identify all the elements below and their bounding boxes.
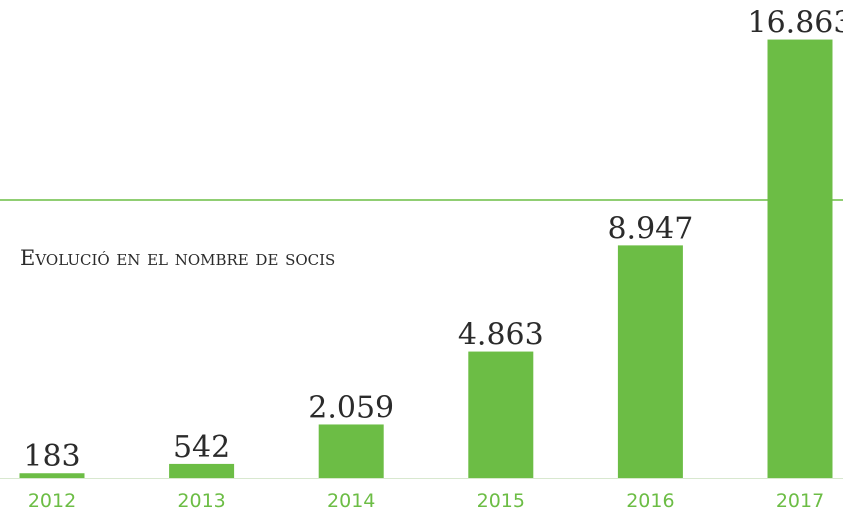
bar — [318, 424, 384, 478]
bar — [468, 351, 534, 478]
chart-title: Evolució en el nombre de socis — [20, 246, 335, 270]
x-tick-label: 2012 — [28, 490, 76, 512]
x-tick-label: 2017 — [776, 490, 824, 512]
x-tick-label: 2013 — [177, 490, 225, 512]
x-tick-label: 2016 — [626, 490, 674, 512]
x-tick-label: 2014 — [327, 490, 375, 512]
value-label: 16.863 — [748, 6, 843, 41]
value-label: 542 — [173, 430, 230, 465]
value-label: 2.059 — [308, 390, 394, 425]
value-label: 8.947 — [607, 211, 693, 246]
x-tick-label: 2015 — [477, 490, 525, 512]
bar — [767, 39, 833, 478]
bar — [617, 245, 683, 478]
value-label: 183 — [23, 439, 80, 474]
bar — [19, 473, 85, 478]
value-label: 4.863 — [458, 318, 544, 353]
bar — [169, 463, 235, 478]
